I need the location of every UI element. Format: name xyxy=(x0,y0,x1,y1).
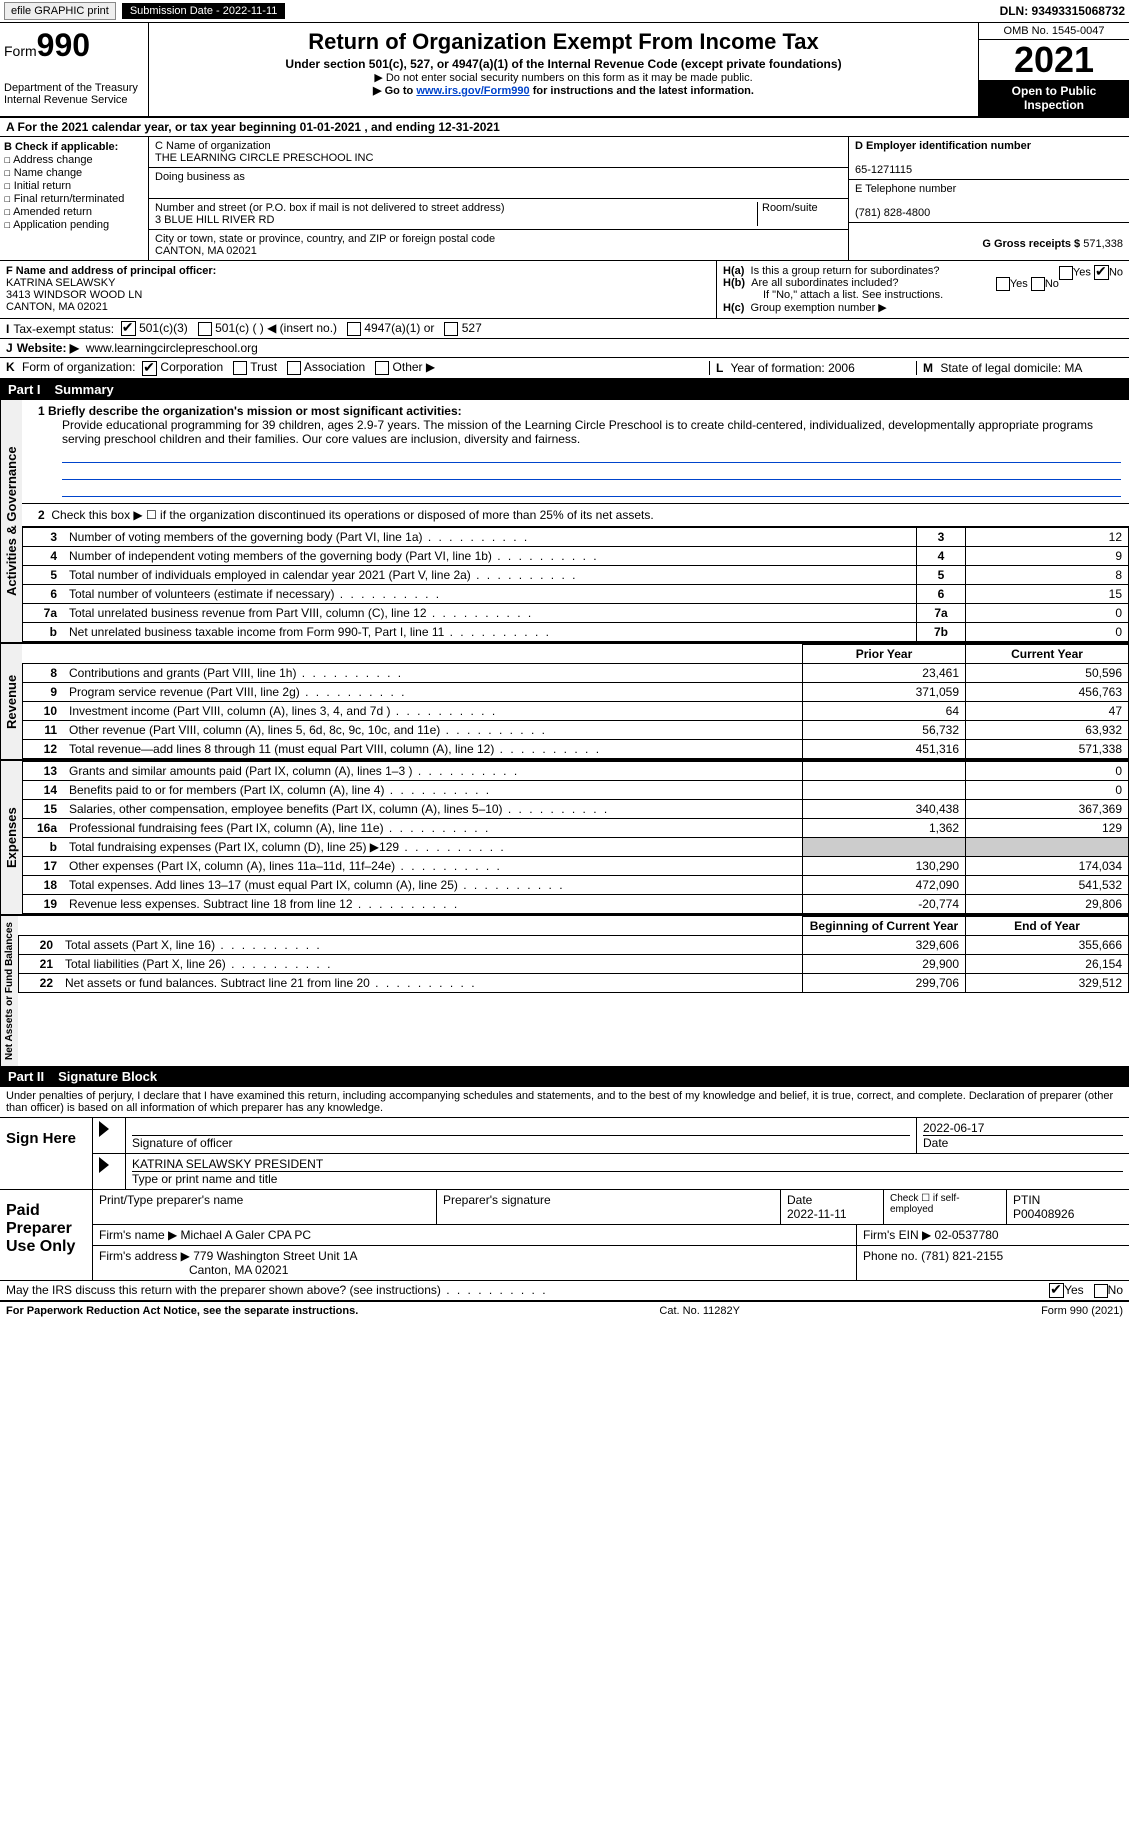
sign-here-label: Sign Here xyxy=(0,1118,93,1189)
governance-table: 3Number of voting members of the governi… xyxy=(22,527,1129,642)
tab-governance: Activities & Governance xyxy=(0,400,22,642)
efile-topbar: efile GRAPHIC print Submission Date - 20… xyxy=(0,0,1129,23)
dept-treasury: Department of the Treasury xyxy=(4,82,144,94)
phone-value: (781) 828-4800 xyxy=(855,207,930,219)
ssn-note: ▶ Do not enter social security numbers o… xyxy=(157,71,970,84)
table-row: 4Number of independent voting members of… xyxy=(23,546,1129,565)
room-label: Room/suite xyxy=(762,202,818,214)
table-row: 10Investment income (Part VIII, column (… xyxy=(23,701,1129,720)
tab-revenue: Revenue xyxy=(0,644,22,759)
table-row: 15Salaries, other compensation, employee… xyxy=(23,799,1129,818)
officer-addr2: CANTON, MA 02021 xyxy=(6,301,108,313)
part-1-header: Part I Summary xyxy=(0,379,1129,400)
street-label: Number and street (or P.O. box if mail i… xyxy=(155,202,505,214)
phone-label: E Telephone number xyxy=(855,183,956,195)
section-governance: Activities & Governance 1 Briefly descri… xyxy=(0,400,1129,642)
org-name: THE LEARNING CIRCLE PRESCHOOL INC xyxy=(155,152,373,164)
part-2-header: Part II Signature Block xyxy=(0,1066,1129,1087)
website-url: www.learningcirclepreschool.org xyxy=(86,341,258,355)
dba-label: Doing business as xyxy=(155,171,245,183)
row-k-l-m: K Form of organization: Corporation Trus… xyxy=(0,358,1129,378)
box-b: B Check if applicable: ☐ Address change … xyxy=(0,137,149,260)
table-row: 16aProfessional fundraising fees (Part I… xyxy=(23,818,1129,837)
perjury-statement: Under penalties of perjury, I declare th… xyxy=(0,1087,1129,1118)
entity-block: B Check if applicable: ☐ Address change … xyxy=(0,137,1129,261)
efile-print-btn[interactable]: efile GRAPHIC print xyxy=(4,2,116,20)
tab-netassets: Net Assets or Fund Balances xyxy=(0,916,18,1066)
tab-expenses: Expenses xyxy=(0,761,22,914)
box-d-e-g: D Employer identification number 65-1271… xyxy=(849,137,1129,260)
table-row: 6Total number of volunteers (estimate if… xyxy=(23,584,1129,603)
dln: DLN: 93493315068732 xyxy=(1000,4,1125,18)
row-i: I Tax-exempt status: 501(c)(3) 501(c) ( … xyxy=(0,319,1129,339)
section-expenses: Expenses 13Grants and similar amounts pa… xyxy=(0,759,1129,914)
table-row: 5Total number of individuals employed in… xyxy=(23,565,1129,584)
row-j: J Website: ▶ www.learningcirclepreschool… xyxy=(0,339,1129,358)
paid-preparer-block: Paid Preparer Use Only Print/Type prepar… xyxy=(0,1190,1129,1281)
omb-number: OMB No. 1545-0047 xyxy=(979,23,1129,40)
discuss-row: May the IRS discuss this return with the… xyxy=(0,1281,1129,1301)
section-f-h: F Name and address of principal officer:… xyxy=(0,261,1129,319)
table-row: 22Net assets or fund balances. Subtract … xyxy=(19,973,1129,992)
open-inspection: Open to Public Inspection xyxy=(979,80,1129,116)
form-header: Form990 Department of the Treasury Inter… xyxy=(0,23,1129,118)
form-number: Form990 xyxy=(4,27,144,64)
mission-text: Provide educational programming for 39 c… xyxy=(62,418,1121,446)
table-row: 3Number of voting members of the governi… xyxy=(23,527,1129,546)
table-row: 17Other expenses (Part IX, column (A), l… xyxy=(23,856,1129,875)
box-c: C Name of organization THE LEARNING CIRC… xyxy=(149,137,849,260)
gross-value: 571,338 xyxy=(1083,238,1123,250)
irs-label: Internal Revenue Service xyxy=(4,94,144,106)
expenses-table: 13Grants and similar amounts paid (Part … xyxy=(22,761,1129,914)
city-label: City or town, state or province, country… xyxy=(155,233,495,245)
table-row: 14Benefits paid to or for members (Part … xyxy=(23,780,1129,799)
table-row: 19Revenue less expenses. Subtract line 1… xyxy=(23,894,1129,913)
officer-label: F Name and address of principal officer: xyxy=(6,265,216,277)
table-row: 8Contributions and grants (Part VIII, li… xyxy=(23,663,1129,682)
submission-date: Submission Date - 2022-11-11 xyxy=(122,3,286,19)
section-revenue: Revenue Prior Year Current Year 8Contrib… xyxy=(0,642,1129,759)
table-row: bNet unrelated business taxable income f… xyxy=(23,622,1129,641)
arrow-icon xyxy=(99,1157,109,1173)
table-row: bTotal fundraising expenses (Part IX, co… xyxy=(23,837,1129,856)
form-subtitle: Under section 501(c), 527, or 4947(a)(1)… xyxy=(157,57,970,71)
sign-here-block: Sign Here Signature of officer 2022-06-1… xyxy=(0,1118,1129,1190)
gross-label: G Gross receipts $ xyxy=(982,238,1080,250)
ein-value: 65-1271115 xyxy=(855,164,912,176)
table-row: 18Total expenses. Add lines 13–17 (must … xyxy=(23,875,1129,894)
row-a-tax-year: A For the 2021 calendar year, or tax yea… xyxy=(0,118,1129,137)
irs-link[interactable]: www.irs.gov/Form990 xyxy=(416,85,529,97)
table-row: 11Other revenue (Part VIII, column (A), … xyxy=(23,720,1129,739)
street-value: 3 BLUE HILL RIVER RD xyxy=(155,214,274,226)
city-value: CANTON, MA 02021 xyxy=(155,245,257,257)
form-title: Return of Organization Exempt From Incom… xyxy=(157,29,970,55)
tax-year: 2021 xyxy=(979,40,1129,80)
table-row: 20Total assets (Part X, line 16)329,6063… xyxy=(19,935,1129,954)
netassets-table: Beginning of Current Year End of Year 20… xyxy=(18,916,1129,993)
arrow-icon xyxy=(99,1121,109,1137)
page-footer: For Paperwork Reduction Act Notice, see … xyxy=(0,1301,1129,1320)
table-row: 21Total liabilities (Part X, line 26)29,… xyxy=(19,954,1129,973)
table-row: 9Program service revenue (Part VIII, lin… xyxy=(23,682,1129,701)
table-row: 7aTotal unrelated business revenue from … xyxy=(23,603,1129,622)
officer-addr1: 3413 WINDSOR WOOD LN xyxy=(6,289,142,301)
table-row: 12Total revenue—add lines 8 through 11 (… xyxy=(23,739,1129,758)
revenue-table: Prior Year Current Year 8Contributions a… xyxy=(22,644,1129,759)
org-name-label: C Name of organization xyxy=(155,140,271,152)
officer-name: KATRINA SELAWSKY xyxy=(6,277,115,289)
paid-preparer-label: Paid Preparer Use Only xyxy=(0,1190,93,1280)
instructions-link-line: ▶ Go to www.irs.gov/Form990 for instruct… xyxy=(157,84,970,97)
section-netassets: Net Assets or Fund Balances Beginning of… xyxy=(0,914,1129,1066)
table-row: 13Grants and similar amounts paid (Part … xyxy=(23,761,1129,780)
ein-label: D Employer identification number xyxy=(855,140,1031,152)
